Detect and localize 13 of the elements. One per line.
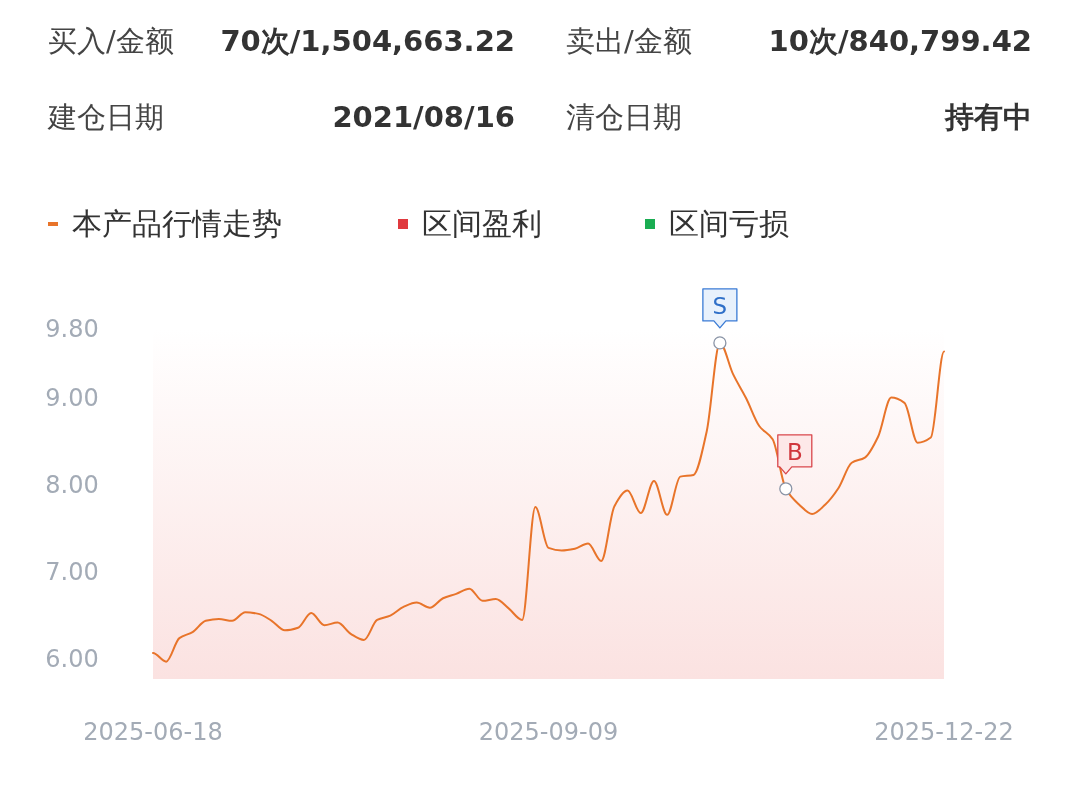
y-tick-label: 9.00 xyxy=(45,384,99,413)
x-tick-label: 2025-06-18 xyxy=(83,718,223,746)
annotation: S xyxy=(712,292,728,319)
y-tick-label: 6.00 xyxy=(45,645,99,674)
legend-label: 本产品行情走势 xyxy=(72,206,282,241)
x-tick-label: 2025-09-09 xyxy=(478,718,619,746)
header: 买入/金额 70次/1,504,663.22 卖出/金额 10次/840,799.42 建仓日期 2021/08/16 清仓日期 持有中 xyxy=(48,24,1032,134)
y-tick-label: 8.00 xyxy=(45,471,99,500)
legend-label: 区间亏损 xyxy=(669,206,789,241)
x-tick-label: 2025-12-22 xyxy=(874,718,1014,746)
legend-label: 区间盈利 xyxy=(422,206,542,241)
y-tick-label: 7.00 xyxy=(45,558,99,587)
y-tick-label: 9.80 xyxy=(45,315,99,343)
